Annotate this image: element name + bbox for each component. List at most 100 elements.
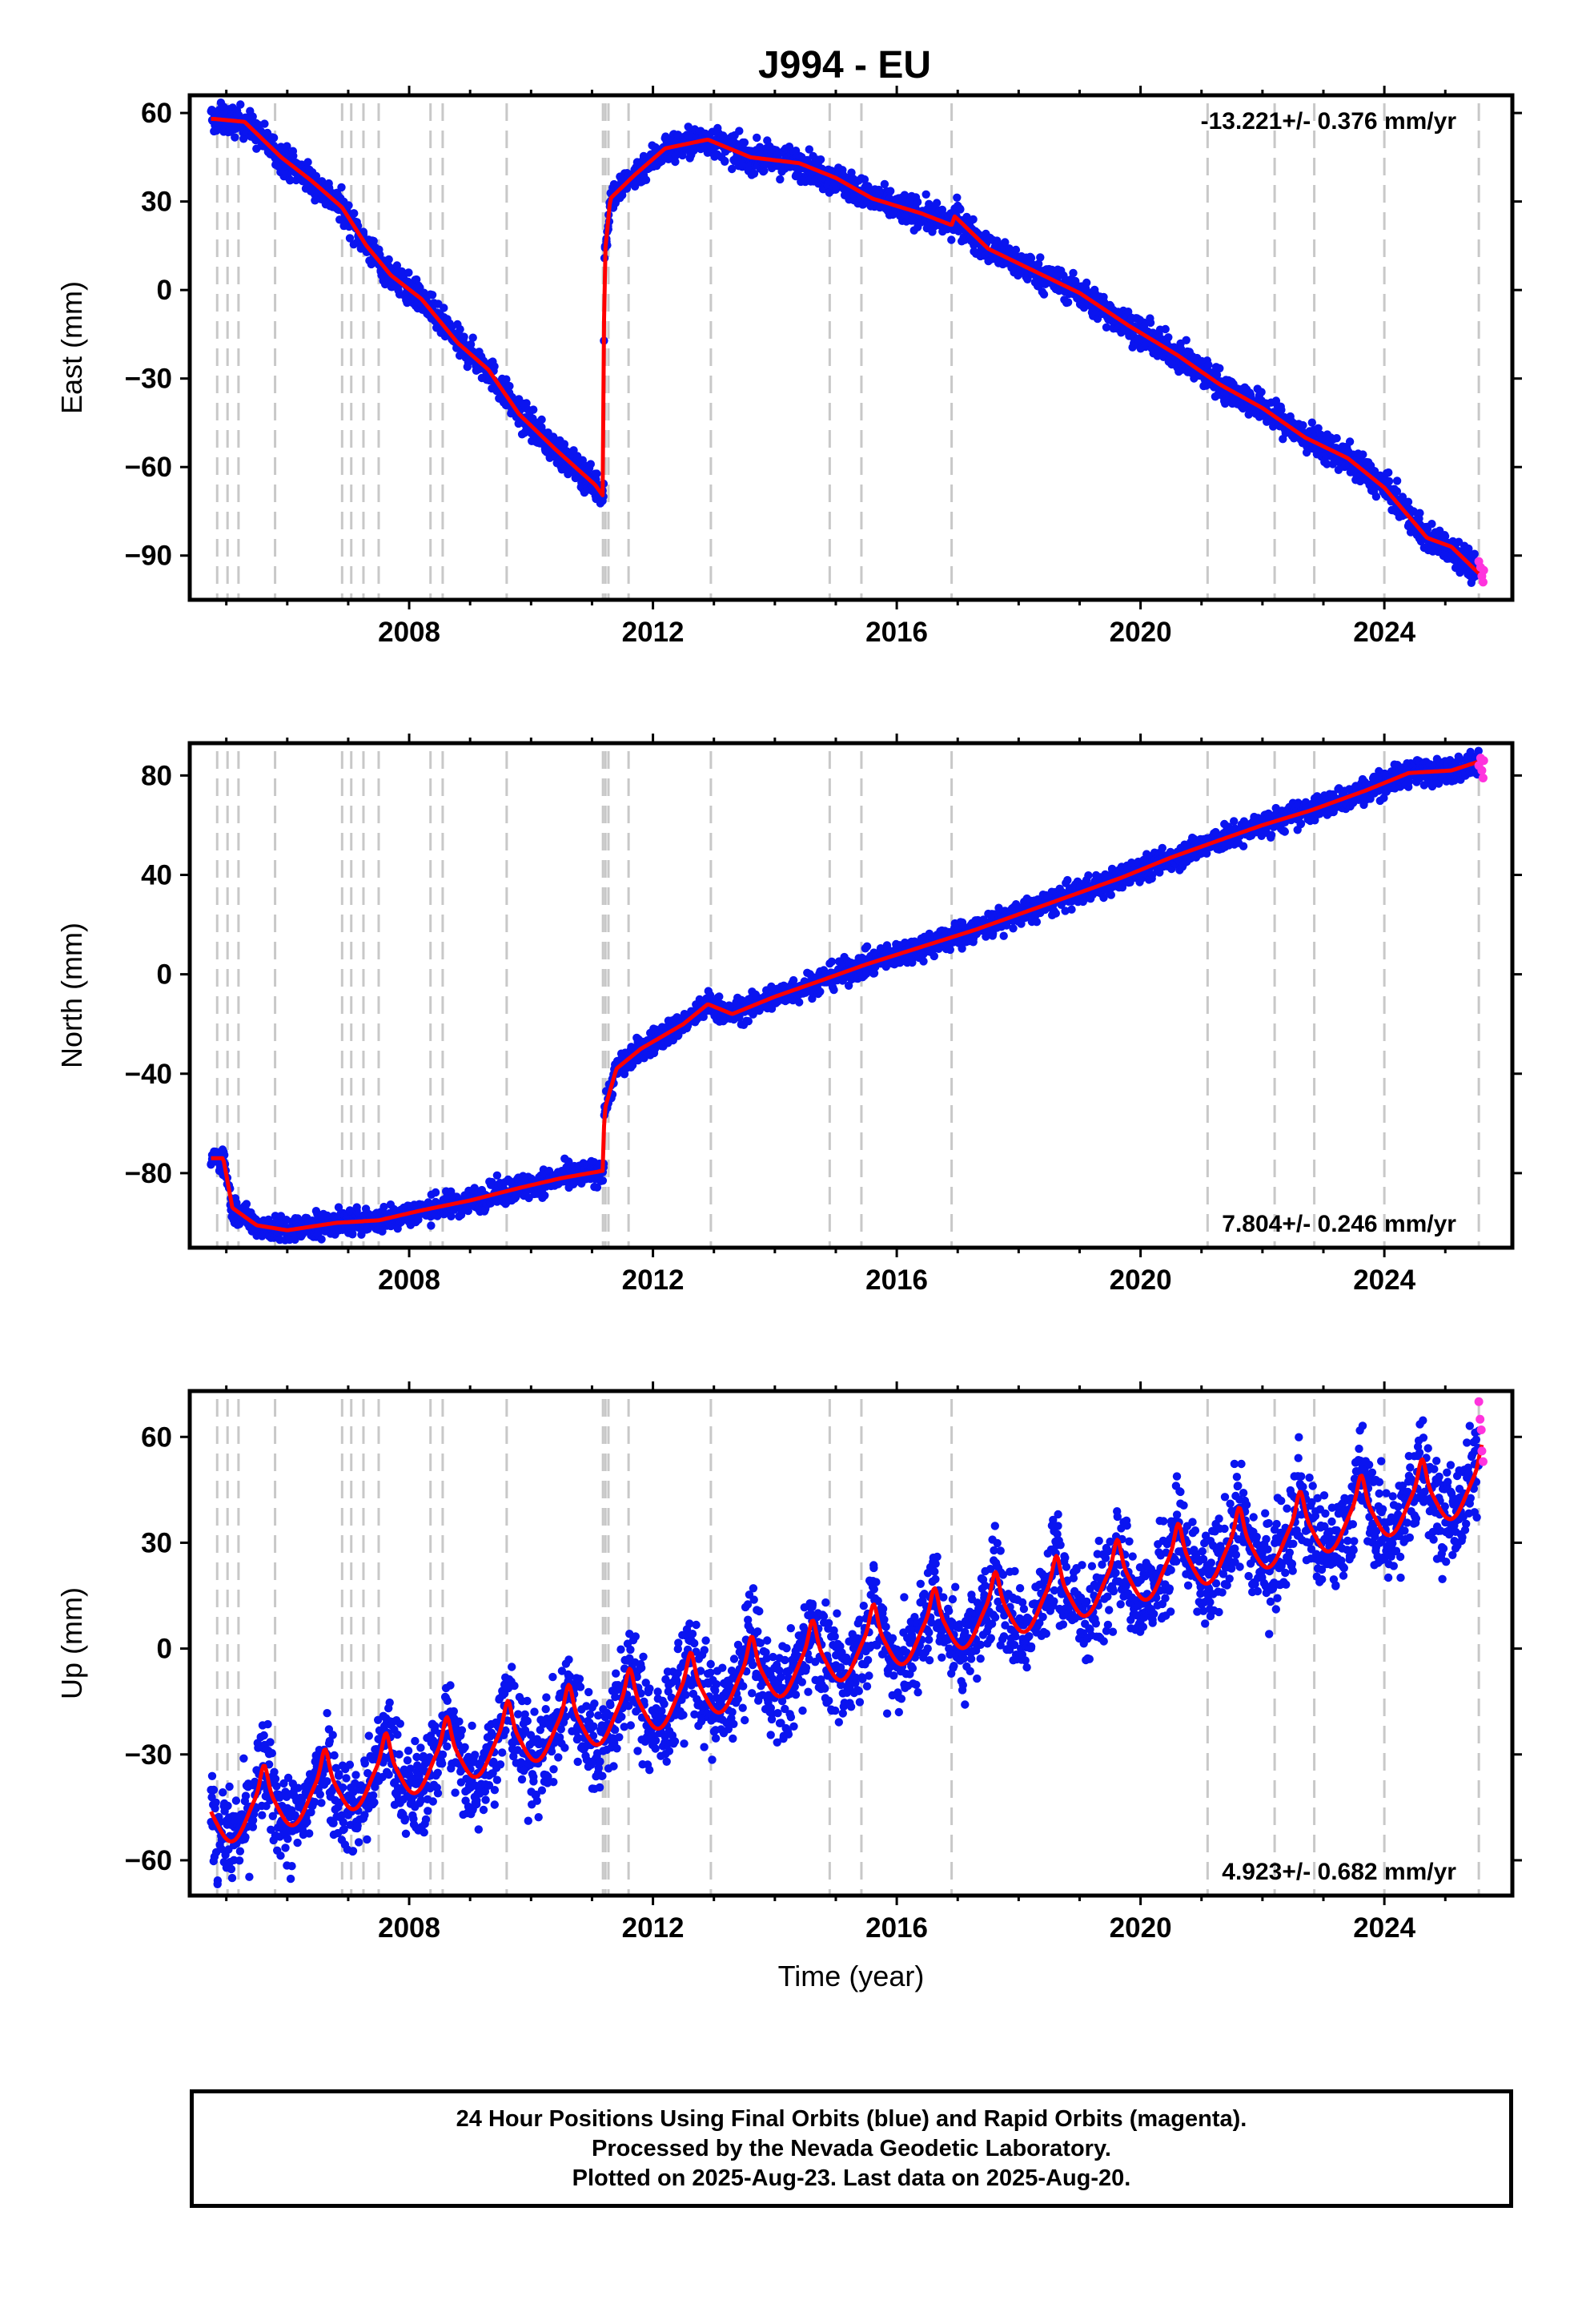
data-point	[919, 957, 928, 966]
x-tick-label: 2020	[1110, 617, 1172, 648]
data-point	[236, 100, 245, 109]
data-point	[618, 191, 627, 199]
data-point	[744, 1017, 753, 1026]
data-point	[248, 112, 257, 121]
data-point	[1161, 324, 1170, 334]
data-point	[1106, 891, 1116, 899]
data-point	[1051, 909, 1061, 918]
y-tick-label: 60	[141, 98, 172, 129]
data-point	[1009, 924, 1018, 933]
data-point	[239, 135, 248, 143]
data-point	[999, 931, 1008, 940]
final-orbit-points	[207, 746, 1484, 1244]
data-point	[1384, 468, 1393, 477]
data-point	[1215, 364, 1224, 373]
data-point	[1067, 905, 1076, 914]
rapid-orbit-points	[1474, 557, 1488, 587]
data-point	[735, 127, 744, 135]
data-point	[886, 187, 895, 195]
data-point	[1257, 388, 1266, 396]
data-point	[913, 198, 922, 207]
data-point	[1277, 405, 1286, 415]
data-point	[969, 215, 978, 224]
data-point	[1164, 333, 1173, 342]
data-point	[753, 133, 761, 143]
data-point	[1034, 259, 1043, 268]
data-point	[344, 201, 353, 210]
data-point	[337, 183, 346, 192]
data-point	[641, 175, 651, 184]
data-point	[684, 123, 693, 131]
data-point	[1415, 509, 1424, 517]
data-point	[1102, 323, 1111, 332]
data-point	[427, 1221, 436, 1230]
data-point	[946, 945, 955, 955]
data-point	[1026, 254, 1036, 263]
data-point	[269, 133, 279, 143]
y-tick-label: 0	[157, 275, 172, 306]
data-point	[1011, 245, 1021, 255]
data-point	[1328, 460, 1338, 468]
data-point	[1440, 532, 1450, 541]
data-point	[1001, 238, 1010, 247]
data-point	[1323, 460, 1331, 468]
data-point	[1392, 476, 1402, 485]
data-point	[324, 179, 333, 188]
data-point	[505, 381, 514, 391]
data-point	[860, 175, 869, 184]
data-point	[795, 998, 804, 1007]
data-point	[1299, 420, 1307, 430]
x-tick-label: 2016	[865, 617, 928, 648]
data-point	[348, 1230, 357, 1239]
data-point	[749, 169, 759, 178]
data-point	[468, 333, 477, 342]
data-point	[540, 1191, 549, 1200]
data-point	[289, 151, 298, 160]
data-point	[586, 460, 595, 468]
data-point	[335, 215, 344, 224]
data-point	[921, 190, 930, 199]
y-tick-label: −90	[125, 541, 172, 572]
data-point	[803, 155, 812, 165]
plot-area	[207, 99, 1488, 600]
data-point	[1307, 418, 1317, 427]
data-point	[369, 236, 378, 246]
data-point	[317, 1235, 326, 1244]
data-point	[923, 222, 933, 231]
data-point	[384, 255, 393, 264]
data-point	[1392, 487, 1402, 496]
data-point	[392, 261, 402, 270]
data-point	[1398, 493, 1407, 501]
final-orbit-points	[207, 99, 1484, 587]
data-point	[286, 176, 295, 185]
rapid-point	[1479, 565, 1488, 575]
data-point	[1427, 520, 1436, 529]
data-point	[404, 268, 413, 277]
data-point	[1212, 370, 1222, 380]
data-point	[352, 1203, 361, 1212]
x-tick-label: 2024	[1353, 617, 1415, 648]
plot-area	[207, 746, 1488, 1248]
data-point	[1032, 918, 1042, 927]
data-point	[492, 1171, 502, 1180]
data-point	[431, 1188, 440, 1197]
data-point	[728, 164, 737, 174]
data-point	[560, 440, 569, 448]
data-point	[311, 171, 321, 181]
data-point	[1084, 871, 1093, 880]
x-tick-label: 2012	[622, 617, 685, 648]
data-point	[740, 138, 749, 147]
data-point	[715, 992, 724, 1001]
data-point	[598, 1176, 608, 1185]
data-point	[403, 298, 412, 308]
data-point	[1359, 450, 1367, 459]
data-point	[805, 145, 813, 154]
data-point	[880, 179, 889, 189]
data-point	[1332, 434, 1341, 443]
data-point	[428, 291, 437, 300]
y-tick-label: −30	[125, 364, 172, 395]
rate-annotation: -13.221+/- 0.376 mm/yr	[1201, 108, 1457, 135]
data-point	[1345, 437, 1355, 446]
